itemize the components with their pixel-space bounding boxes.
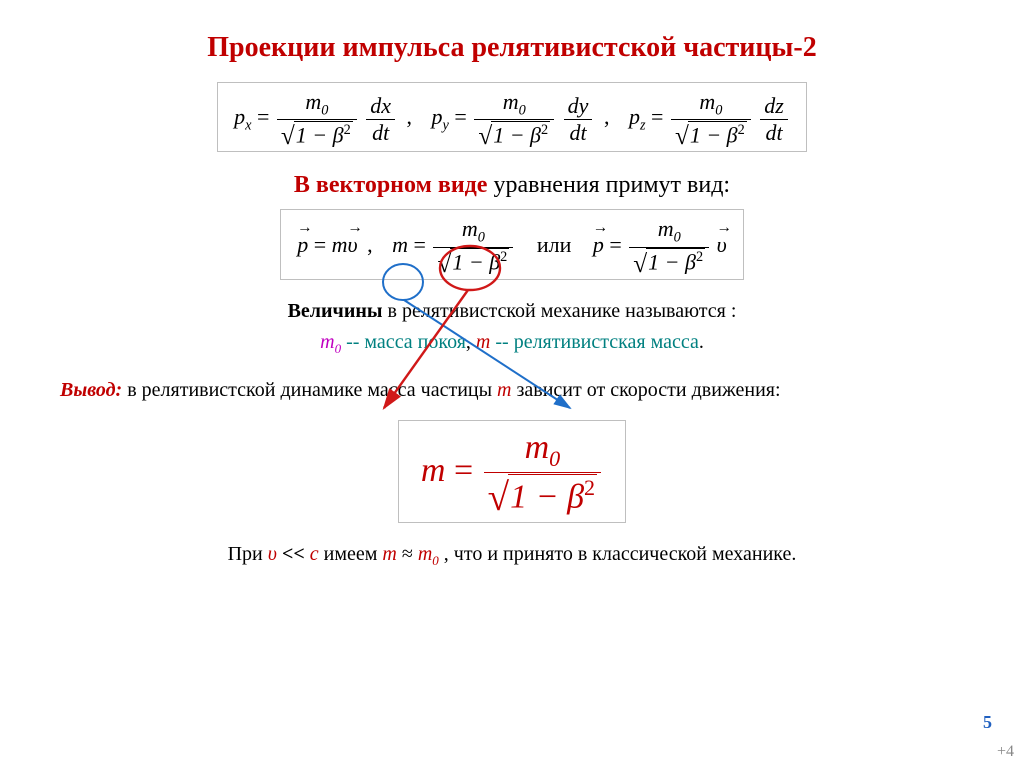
dz-dt: dz dt: [760, 93, 788, 146]
gamma-factor-px: m0 1 − β2: [277, 89, 357, 149]
relativistic-mass-frac: m0 1 − β2: [433, 216, 513, 276]
big-mass-box: m = m0 1 − β2: [398, 420, 626, 523]
eq-px: px = m0 1 − β2 dx dt , py = m0 1 − β2: [234, 104, 790, 129]
mass-definitions-line: m0 -- масса покоя, m -- релятивистская м…: [40, 331, 984, 357]
m-symbol: m: [476, 331, 490, 353]
momentum-components-box: px = m0 1 − β2 dx dt , py = m0 1 − β2: [217, 82, 807, 152]
gamma-factor-pz: m0 1 − β2: [671, 89, 751, 149]
vector-equations-row: p = mυ , m = m0 1 − β2 или p = m0 1 − β2…: [40, 209, 984, 279]
p-full-frac: m0 1 − β2: [629, 216, 709, 276]
m0-symbol: m0: [320, 331, 341, 353]
classical-limit-line: При υ << с имеем m ≈ m0 , что и принято …: [40, 543, 984, 569]
big-mass-equation-row: m = m0 1 − β2: [40, 420, 984, 523]
slide: Проекции импульса релятивистской частицы…: [0, 0, 1024, 767]
momentum-components-row: px = m0 1 − β2 dx dt , py = m0 1 − β2: [40, 82, 984, 152]
plus-four-badge: +4: [997, 743, 1014, 761]
gamma-factor-py: m0 1 − β2: [474, 89, 554, 149]
dy-dt: dy dt: [564, 93, 593, 146]
big-mass-eq: m = m0 1 − β2: [421, 452, 603, 489]
quantities-line: Величины в релятивистской механике назыв…: [40, 300, 984, 323]
eq-p-equals-mv: p = mυ , m = m0 1 − β2 или p = m0 1 − β2…: [297, 232, 727, 257]
vector-form-heading: В векторном виде уравнения примут вид:: [40, 172, 984, 199]
page-number: 5: [983, 712, 992, 733]
dx-dt: dx dt: [366, 93, 395, 146]
vector-equations-box: p = mυ , m = m0 1 − β2 или p = m0 1 − β2…: [280, 209, 744, 279]
conclusion-line: Вывод: в релятивистской динамике масса ч…: [60, 379, 964, 402]
slide-title: Проекции импульса релятивистской частицы…: [40, 32, 984, 64]
